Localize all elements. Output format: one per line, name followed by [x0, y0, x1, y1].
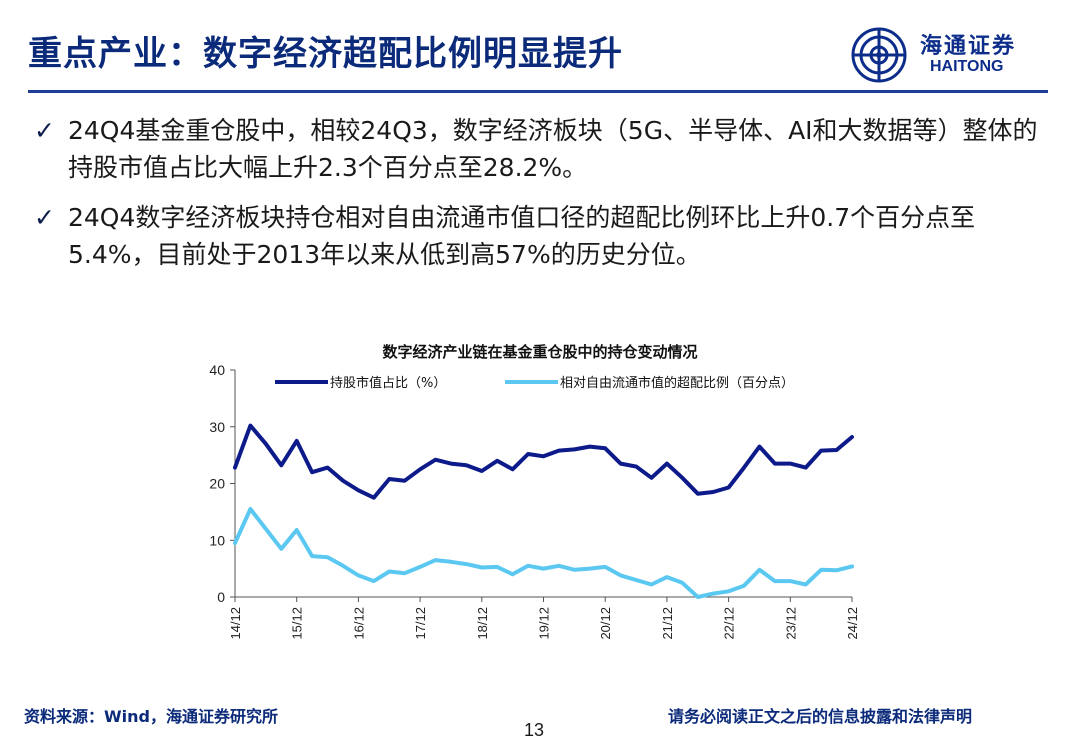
- x-tick-label: 14/12: [228, 607, 243, 640]
- series-layer: [233, 423, 854, 599]
- bullet-item: ✓ 24Q4数字经济板块持仓相对自由流通市值口径的超配比例环比上升0.7个百分点…: [34, 199, 1044, 273]
- bullet-list: ✓ 24Q4基金重仓股中，相较24Q3，数字经济板块（5G、半导体、AI和大数据…: [34, 112, 1044, 286]
- y-tick-label: 20: [209, 476, 225, 492]
- x-tick-label: 19/12: [537, 607, 552, 640]
- bullet-item: ✓ 24Q4基金重仓股中，相较24Q3，数字经济板块（5G、半导体、AI和大数据…: [34, 112, 1044, 186]
- legend: 持股市值占比（%） 相对自由流通市值的超配比例（百分点）: [275, 375, 794, 391]
- y-axis: 0 10 20 30 40: [209, 362, 236, 605]
- x-tick-label: 18/12: [475, 607, 490, 640]
- haitong-emblem-icon: [851, 27, 907, 83]
- y-tick-label: 0: [217, 589, 225, 605]
- legend-label-overweight-ratio: 相对自由流通市值的超配比例（百分点）: [560, 375, 794, 391]
- y-tick-label: 30: [209, 419, 225, 435]
- haitong-logo: 海通证券 HAITONG: [848, 26, 1048, 84]
- x-tick-label: 23/12: [783, 607, 798, 640]
- source-note: 资料来源：Wind，海通证券研究所: [24, 707, 278, 726]
- legend-label-holding-share: 持股市值占比（%）: [330, 375, 446, 391]
- logo-name-en: HAITONG: [930, 58, 1004, 75]
- x-tick-label: 20/12: [598, 607, 613, 640]
- series-line-overweight-ratio: [233, 507, 854, 599]
- disclaimer-note: 请务必阅读正文之后的信息披露和法律声明: [668, 707, 973, 726]
- x-tick-label: 24/12: [845, 607, 860, 640]
- y-tick-label: 10: [209, 532, 225, 548]
- page-number: 13: [524, 720, 545, 740]
- x-tick-label: 21/12: [660, 607, 675, 640]
- x-tick-label: 16/12: [351, 607, 366, 640]
- check-icon: ✓: [34, 203, 55, 232]
- title-divider: [28, 90, 1048, 93]
- y-tick-label: 40: [209, 362, 225, 378]
- bullet-text: 24Q4数字经济板块持仓相对自由流通市值口径的超配比例环比上升0.7个百分点至5…: [68, 203, 976, 269]
- bullet-text: 24Q4基金重仓股中，相较24Q3，数字经济板块（5G、半导体、AI和大数据等）…: [68, 116, 1038, 182]
- chart-title: 数字经济产业链在基金重仓股中的持仓变动情况: [382, 343, 697, 361]
- x-tick-label: 17/12: [413, 607, 428, 640]
- logo-name-cn: 海通证券: [920, 34, 1017, 59]
- x-tick-label: 22/12: [722, 607, 737, 640]
- slide-title: 重点产业：数字经济超配比例明显提升: [28, 34, 623, 74]
- series-line-holding-share: [233, 423, 854, 500]
- check-icon: ✓: [34, 116, 55, 145]
- x-axis: 14/12 15/12 16/12 17/12 18/12 19/12 20/12 21/12…: [228, 596, 860, 640]
- line-chart: 数字经济产业链在基金重仓股中的持仓变动情况 持股市值占比（%） 相对自由流通市值…: [209, 343, 860, 640]
- x-tick-label: 15/12: [290, 607, 305, 640]
